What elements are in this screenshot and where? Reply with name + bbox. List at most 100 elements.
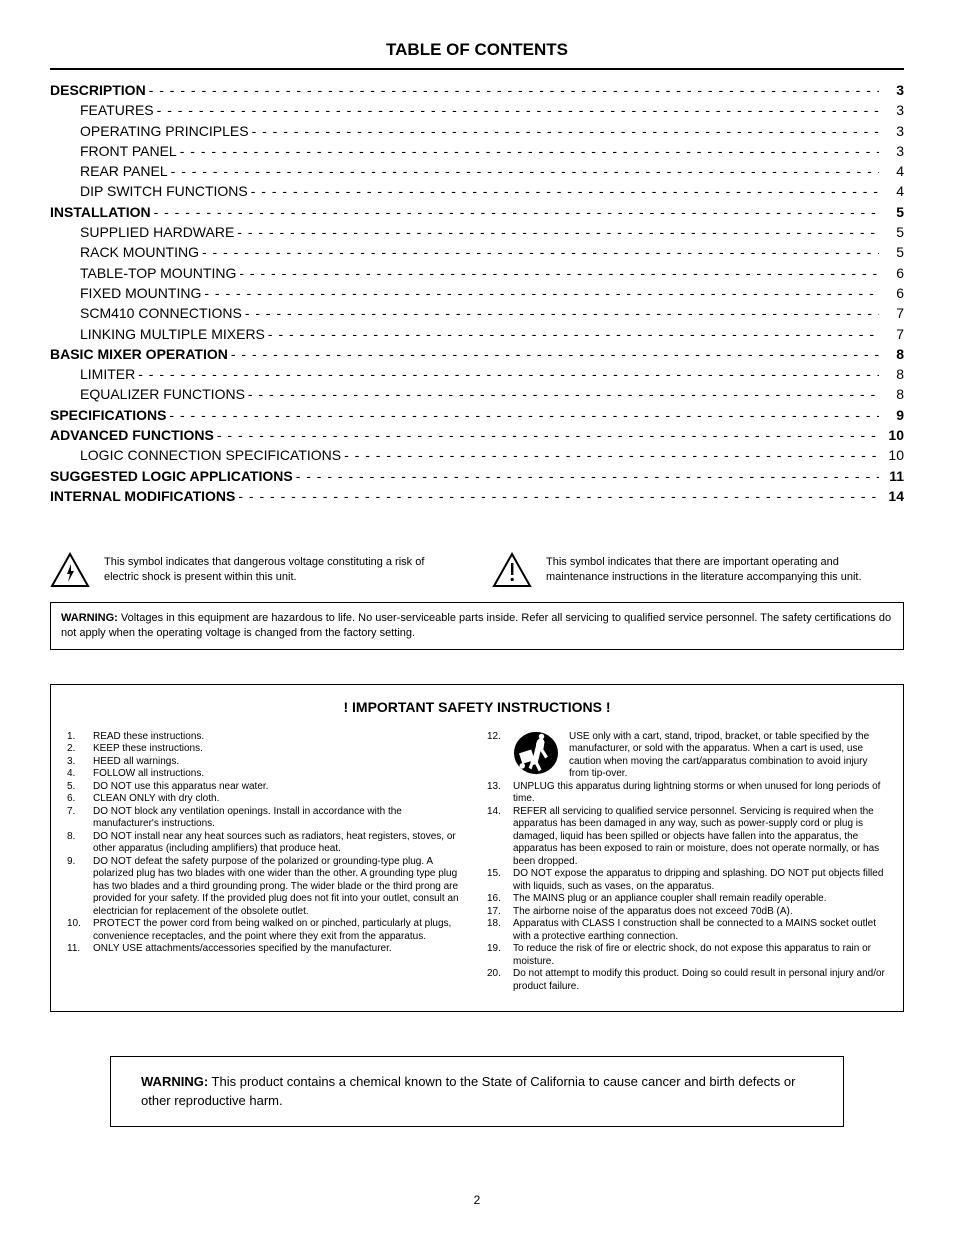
toc-row: INSTALLATION5 <box>50 202 904 222</box>
toc-label: ADVANCED FUNCTIONS <box>50 425 214 445</box>
safety-item-text: The MAINS plug or an appliance coupler s… <box>513 893 887 906</box>
safety-item-number: 20. <box>487 968 513 993</box>
toc-label: FIXED MOUNTING <box>80 283 201 303</box>
page-number: 2 <box>0 1193 954 1207</box>
toc-page: 3 <box>882 100 904 120</box>
toc-dots <box>138 364 879 384</box>
toc-label: TABLE-TOP MOUNTING <box>80 263 236 283</box>
toc-page: 9 <box>882 405 904 425</box>
safety-item-number: 5. <box>67 781 93 794</box>
warning-lead: WARNING: <box>61 612 118 624</box>
toc-row: SUGGESTED LOGIC APPLICATIONS11 <box>50 466 904 486</box>
toc-label: INSTALLATION <box>50 202 151 222</box>
safety-item-text: ONLY USE attachments/accessories specifi… <box>93 943 467 956</box>
safety-item-number: 1. <box>67 731 93 744</box>
safety-col-left: 1.READ these instructions.2.KEEP these i… <box>67 731 467 994</box>
safety-item-number: 18. <box>487 918 513 943</box>
toc-page: 11 <box>882 466 904 486</box>
toc-label: RACK MOUNTING <box>80 242 199 262</box>
toc-dots <box>204 283 879 303</box>
toc-page: 3 <box>882 141 904 161</box>
safety-item-text: DO NOT defeat the safety purpose of the … <box>93 856 467 919</box>
toc-page: 10 <box>882 425 904 445</box>
toc-dots <box>251 181 879 201</box>
safety-item-text: REFER all servicing to qualified service… <box>513 806 887 869</box>
toc-label: INTERNAL MODIFICATIONS <box>50 486 235 506</box>
toc-dots <box>344 445 879 465</box>
safety-item-text: USE only with a cart, stand, tripod, bra… <box>569 731 887 781</box>
toc-page: 6 <box>882 283 904 303</box>
toc-dots <box>171 161 879 181</box>
toc-dots <box>154 202 879 222</box>
exclamation-triangle-icon <box>492 552 532 588</box>
toc-dots <box>231 344 879 364</box>
safety-item: 19.To reduce the risk of fire or electri… <box>487 943 887 968</box>
toc-dots <box>157 100 879 120</box>
cart-tipover-icon <box>513 731 559 775</box>
toc-label: OPERATING PRINCIPLES <box>80 121 249 141</box>
toc-row: SUPPLIED HARDWARE5 <box>50 222 904 242</box>
safety-item: 13.UNPLUG this apparatus during lightnin… <box>487 781 887 806</box>
safety-item-text: FOLLOW all instructions. <box>93 768 467 781</box>
toc-dots <box>202 242 879 262</box>
toc-row: DESCRIPTION3 <box>50 80 904 100</box>
safety-item-number: 17. <box>487 906 513 919</box>
safety-item-number: 8. <box>67 831 93 856</box>
safety-item: 4.FOLLOW all instructions. <box>67 768 467 781</box>
toc-dots <box>252 121 879 141</box>
toc-dots <box>296 466 879 486</box>
maintenance-symbol-text: This symbol indicates that there are imp… <box>546 555 904 585</box>
safety-item: 20.Do not attempt to modify this product… <box>487 968 887 993</box>
toc-list: DESCRIPTION3FEATURES3OPERATING PRINCIPLE… <box>50 80 904 506</box>
safety-item-text: HEED all warnings. <box>93 756 467 769</box>
voltage-symbol-text: This symbol indicates that dangerous vol… <box>104 555 462 585</box>
safety-item-text: DO NOT install near any heat sources suc… <box>93 831 467 856</box>
toc-page: 8 <box>882 384 904 404</box>
toc-row: TABLE-TOP MOUNTING 6 <box>50 263 904 283</box>
safety-item: 15.DO NOT expose the apparatus to drippi… <box>487 868 887 893</box>
safety-item-number: 16. <box>487 893 513 906</box>
california-warning-box: WARNING: This product contains a chemica… <box>110 1056 844 1126</box>
toc-dots <box>268 324 879 344</box>
safety-item-text: KEEP these instructions. <box>93 743 467 756</box>
toc-row: LIMITER8 <box>50 364 904 384</box>
voltage-triangle-icon <box>50 552 90 588</box>
safety-item-text: DO NOT block any ventilation openings. I… <box>93 806 467 831</box>
safety-col-right: 12. USE only with a cart, stand, tripod,… <box>487 731 887 994</box>
toc-label: SPECIFICATIONS <box>50 405 166 425</box>
safety-item-text: DO NOT use this apparatus near water. <box>93 781 467 794</box>
safety-item-text: PROTECT the power cord from being walked… <box>93 918 467 943</box>
safety-item: 9.DO NOT defeat the safety purpose of th… <box>67 856 467 919</box>
toc-row: FEATURES 3 <box>50 100 904 120</box>
toc-label: EQUALIZER FUNCTIONS <box>80 384 245 404</box>
safety-item: 7.DO NOT block any ventilation openings.… <box>67 806 467 831</box>
safety-item: 6.CLEAN ONLY with dry cloth. <box>67 793 467 806</box>
safety-item-text: To reduce the risk of fire or electric s… <box>513 943 887 968</box>
toc-row: OPERATING PRINCIPLES 3 <box>50 121 904 141</box>
toc-dots <box>180 141 879 161</box>
safety-item-text: Apparatus with CLASS I construction shal… <box>513 918 887 943</box>
toc-row: RACK MOUNTING 5 <box>50 242 904 262</box>
toc-page: 4 <box>882 181 904 201</box>
toc-page: 5 <box>882 242 904 262</box>
safety-item-number: 10. <box>67 918 93 943</box>
safety-item-number: 11. <box>67 943 93 956</box>
safety-item-number: 15. <box>487 868 513 893</box>
safety-item: 11.ONLY USE attachments/accessories spec… <box>67 943 467 956</box>
safety-item-number: 14. <box>487 806 513 869</box>
toc-row: INTERNAL MODIFICATIONS14 <box>50 486 904 506</box>
toc-dots <box>149 80 879 100</box>
toc-row: ADVANCED FUNCTIONS 10 <box>50 425 904 445</box>
safety-item: 17.The airborne noise of the apparatus d… <box>487 906 887 919</box>
safety-item-number: 4. <box>67 768 93 781</box>
safety-item-text: Do not attempt to modify this product. D… <box>513 968 887 993</box>
toc-row: BASIC MIXER OPERATION8 <box>50 344 904 364</box>
safety-item-text: DO NOT expose the apparatus to dripping … <box>513 868 887 893</box>
toc-label: FEATURES <box>80 100 154 120</box>
toc-page: 3 <box>882 121 904 141</box>
toc-page: 6 <box>882 263 904 283</box>
safety-item: 2.KEEP these instructions. <box>67 743 467 756</box>
maintenance-symbol-cell: This symbol indicates that there are imp… <box>492 552 904 588</box>
toc-row: DIP SWITCH FUNCTIONS4 <box>50 181 904 201</box>
california-lead: WARNING: <box>141 1074 208 1089</box>
